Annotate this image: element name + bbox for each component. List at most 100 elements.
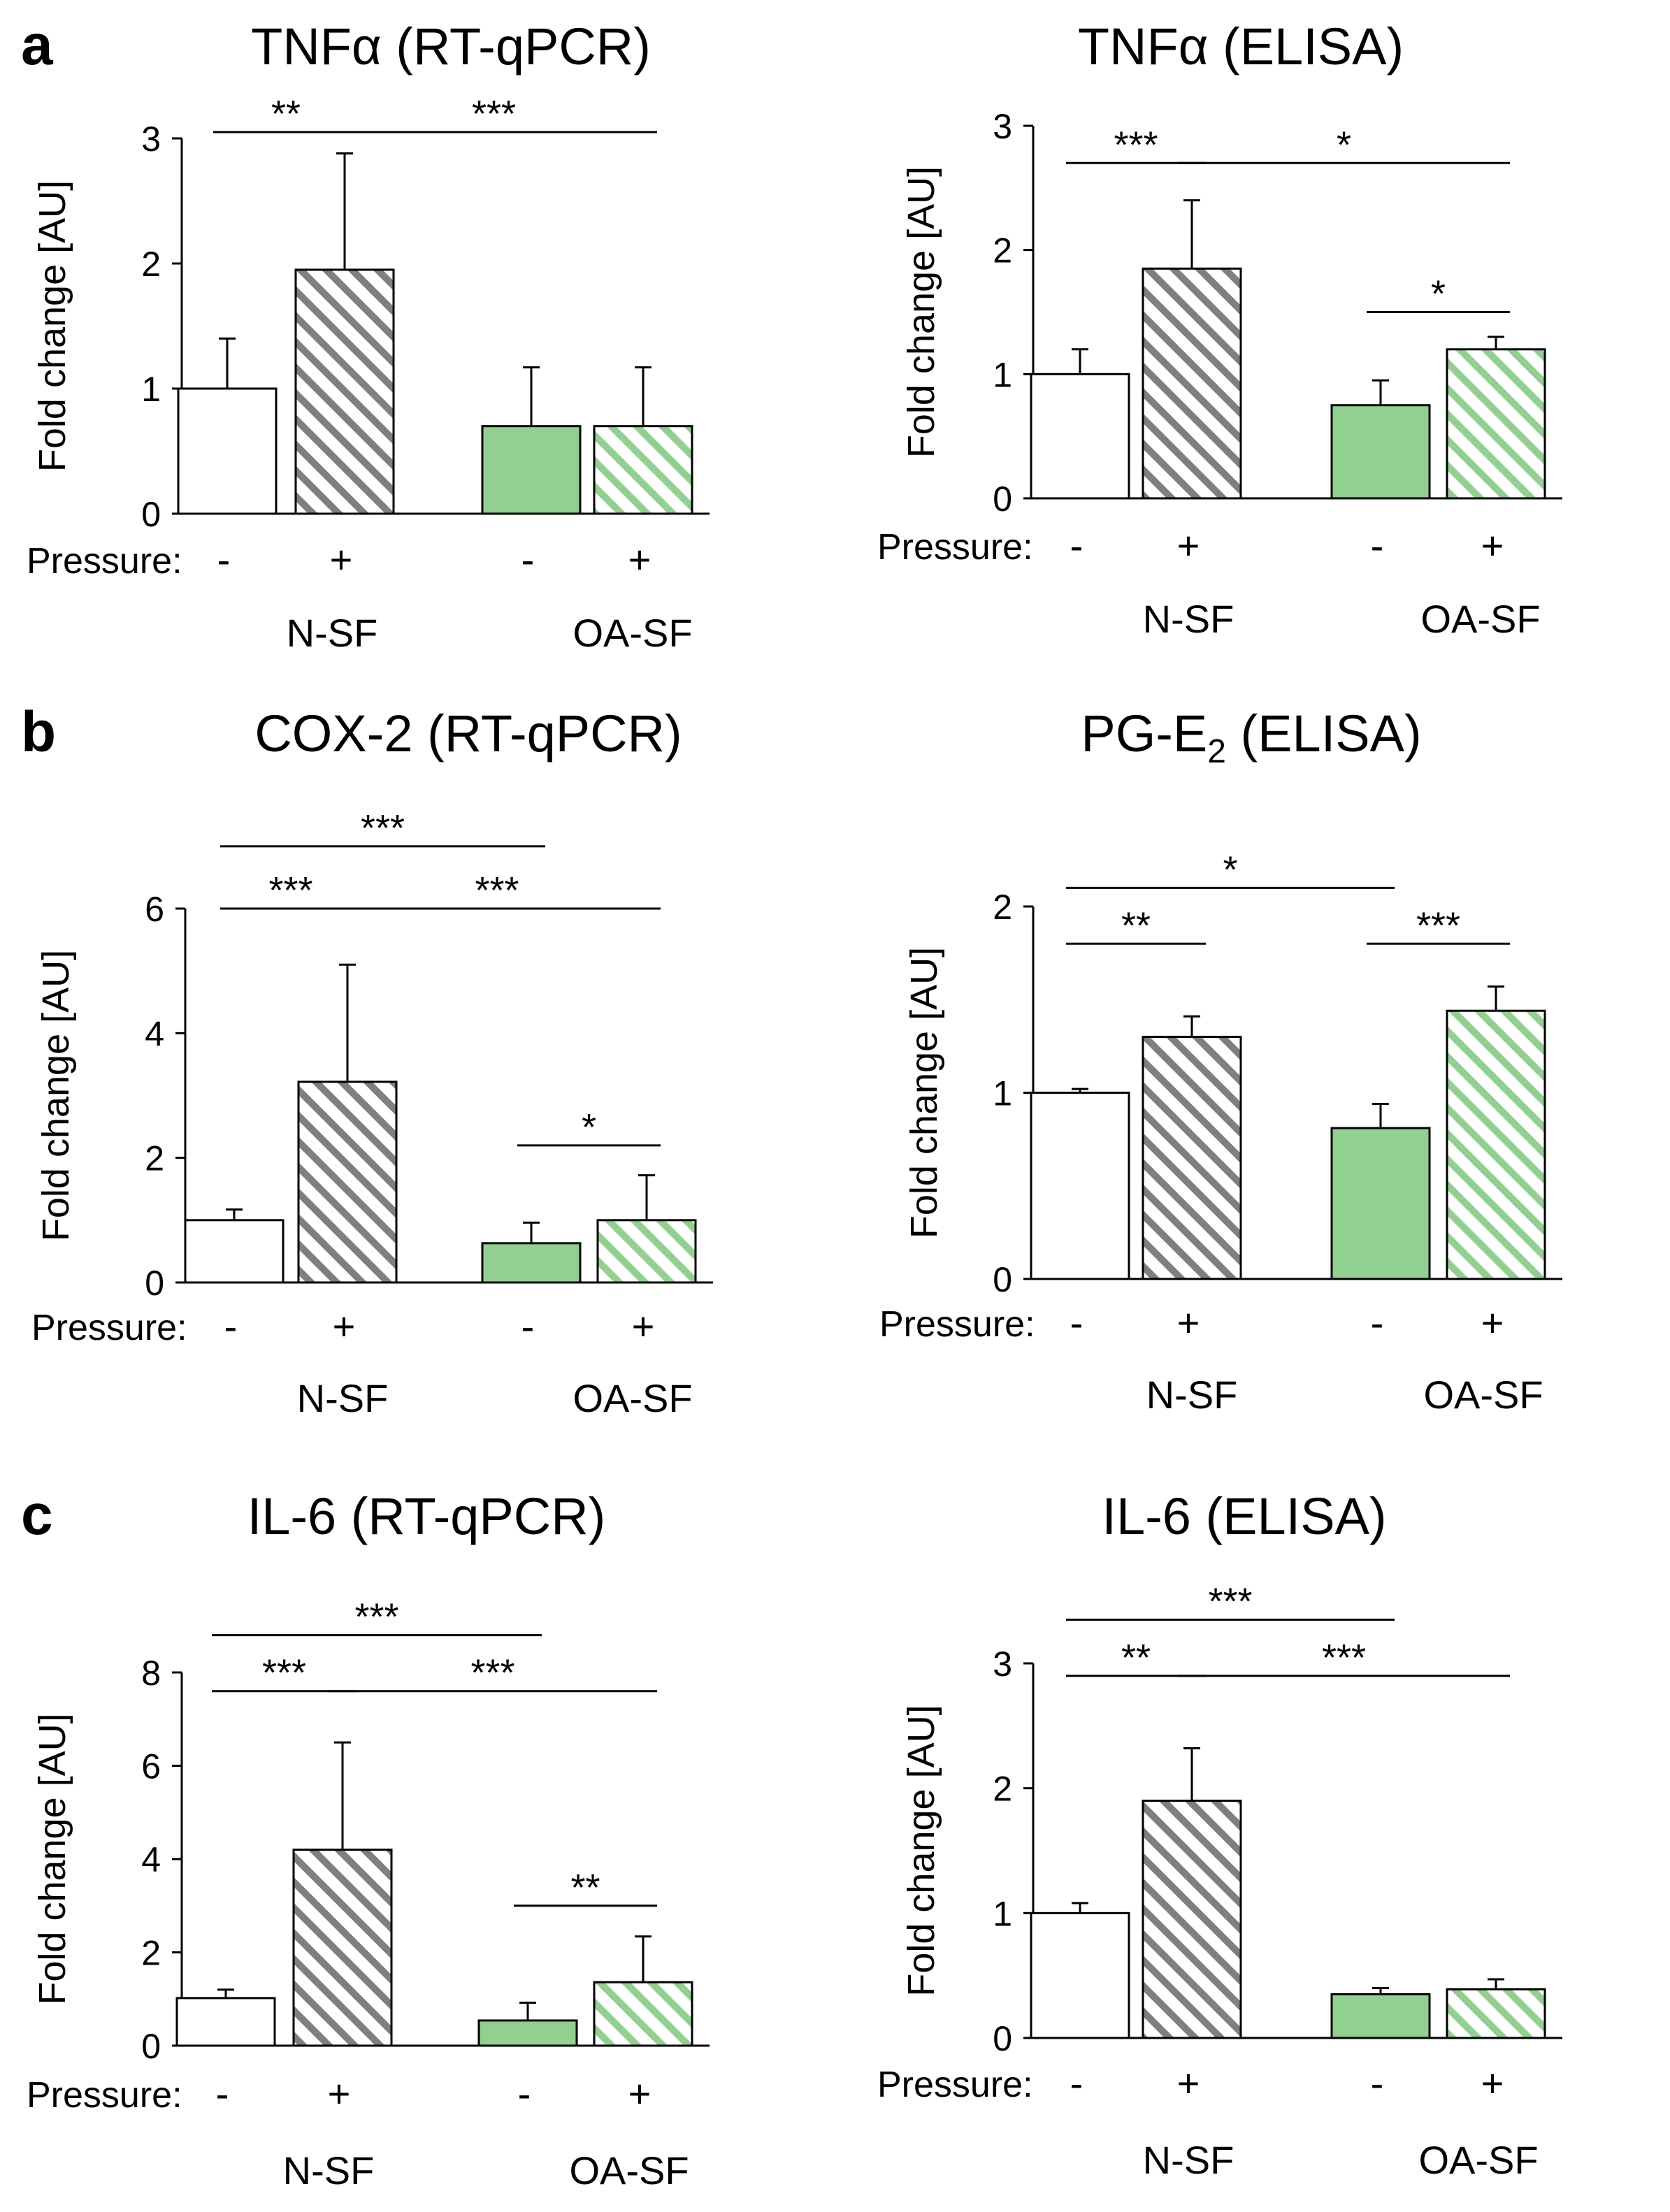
bar <box>593 425 693 515</box>
group-label: OA-SF <box>569 2148 689 2192</box>
significance-label: *** <box>268 869 312 911</box>
bar <box>1446 1009 1546 1280</box>
bar <box>596 1219 697 1284</box>
group-label: N-SF <box>1143 2138 1234 2182</box>
bar <box>1330 1127 1431 1280</box>
pressure-sign: - <box>216 2072 229 2116</box>
bar <box>294 268 395 515</box>
pressure-sign: - <box>1371 523 1384 568</box>
chart-title: IL-6 (RT-qPCR) <box>247 1487 606 1545</box>
significance-label: ** <box>1121 904 1151 946</box>
group-label: N-SF <box>283 2148 375 2192</box>
pressure-sign: - <box>217 537 231 581</box>
chart-title: TNFα (RT-qPCR) <box>251 17 651 75</box>
bar <box>1142 267 1242 500</box>
y-axis-label: Fold change [AU] <box>900 1705 942 1996</box>
significance-label: * <box>1223 848 1237 890</box>
y-tick-label: 3 <box>141 120 161 159</box>
pressure-sign: + <box>1177 2061 1200 2105</box>
significance-label: *** <box>1416 904 1460 946</box>
bar <box>1330 1993 1431 2039</box>
pressure-sign: - <box>1070 523 1084 568</box>
significance-label: *** <box>1322 1637 1366 1679</box>
pressure-sign: + <box>1481 2061 1504 2105</box>
significance-label: *** <box>1208 1580 1252 1622</box>
group-label: N-SF <box>287 611 378 655</box>
y-axis-label: Fold change [AU] <box>903 947 945 1238</box>
significance-label: * <box>1337 124 1351 166</box>
chart-title: COX-2 (RT-qPCR) <box>254 704 682 762</box>
y-tick-label: 3 <box>993 1644 1012 1684</box>
group-label: OA-SF <box>573 1376 692 1420</box>
y-tick-label: 0 <box>993 1260 1012 1299</box>
pressure-sign: + <box>333 1304 356 1348</box>
group-label: N-SF <box>1143 597 1234 641</box>
significance-label: *** <box>361 807 405 849</box>
significance-label: *** <box>475 869 519 911</box>
y-tick-label: 3 <box>993 107 1012 146</box>
group-label: OA-SF <box>573 611 692 655</box>
pressure-label: Pressure: <box>31 1308 187 1348</box>
chart-title: PG-E2 (ELISA) <box>1081 704 1421 770</box>
significance-label: *** <box>1114 124 1158 166</box>
significance-label: ** <box>1121 1637 1151 1679</box>
y-tick-label: 0 <box>993 479 1012 519</box>
chart-3: COX-2 (RT-qPCR)Fold change [AU]0246*****… <box>31 704 713 1420</box>
bar <box>1030 1911 1130 2039</box>
y-tick-label: 1 <box>993 1074 1012 1113</box>
significance-label: *** <box>470 1652 514 1694</box>
y-tick-label: 2 <box>993 1770 1012 1809</box>
pressure-sign: + <box>628 2072 652 2116</box>
y-tick-label: 6 <box>141 1747 161 1786</box>
pressure-sign: - <box>1070 2061 1084 2105</box>
y-axis-label: Fold change [AU] <box>900 166 942 458</box>
pressure-sign: - <box>224 1304 238 1348</box>
significance-label: ** <box>570 1867 600 1909</box>
pressure-sign: - <box>1070 1301 1084 1345</box>
significance-label: * <box>582 1106 596 1148</box>
bar <box>292 1849 393 2047</box>
panel-letter-a: a <box>21 13 54 77</box>
y-tick-label: 0 <box>141 2027 161 2066</box>
group-label: N-SF <box>297 1376 389 1420</box>
significance-label: *** <box>472 93 516 135</box>
panel-letter-c: c <box>21 1483 53 1547</box>
bar <box>297 1080 398 1284</box>
pressure-sign: + <box>1177 1301 1200 1345</box>
bar <box>1030 373 1130 500</box>
chart-5: IL-6 (RT-qPCR)Fold change [AU]02468*****… <box>27 1487 710 2192</box>
bar <box>175 1997 276 2047</box>
y-tick-label: 1 <box>993 355 1012 394</box>
y-tick-label: 1 <box>993 1894 1012 1933</box>
pressure-sign: - <box>1371 2061 1384 2105</box>
pressure-label: Pressure: <box>27 541 182 581</box>
y-tick-label: 4 <box>145 1014 164 1053</box>
y-tick-label: 8 <box>141 1654 161 1693</box>
y-tick-label: 2 <box>141 245 161 284</box>
pressure-sign: + <box>328 2072 351 2116</box>
pressure-label: Pressure: <box>877 2065 1033 2105</box>
pressure-label: Pressure: <box>877 527 1033 568</box>
chart-title: TNFα (ELISA) <box>1078 17 1404 75</box>
y-axis-label: Fold change [AU] <box>31 1713 73 2004</box>
pressure-sign: - <box>518 2072 531 2116</box>
bar <box>1446 1988 1546 2039</box>
significance-label: *** <box>354 1596 398 1638</box>
y-tick-label: 2 <box>141 1934 161 1973</box>
pressure-label: Pressure: <box>27 2075 182 2116</box>
pressure-sign: + <box>1177 523 1200 568</box>
y-tick-label: 2 <box>145 1139 164 1178</box>
y-axis-label: Fold change [AU] <box>35 950 77 1241</box>
y-tick-label: 0 <box>145 1264 164 1303</box>
bar <box>184 1219 285 1284</box>
bar <box>593 1981 693 2047</box>
pressure-sign: + <box>1481 1301 1504 1345</box>
chart-title: IL-6 (ELISA) <box>1102 1487 1386 1545</box>
group-label: OA-SF <box>1423 1373 1543 1417</box>
pressure-sign: + <box>330 537 353 581</box>
group-label: OA-SF <box>1418 2138 1538 2182</box>
pressure-label: Pressure: <box>879 1304 1035 1345</box>
